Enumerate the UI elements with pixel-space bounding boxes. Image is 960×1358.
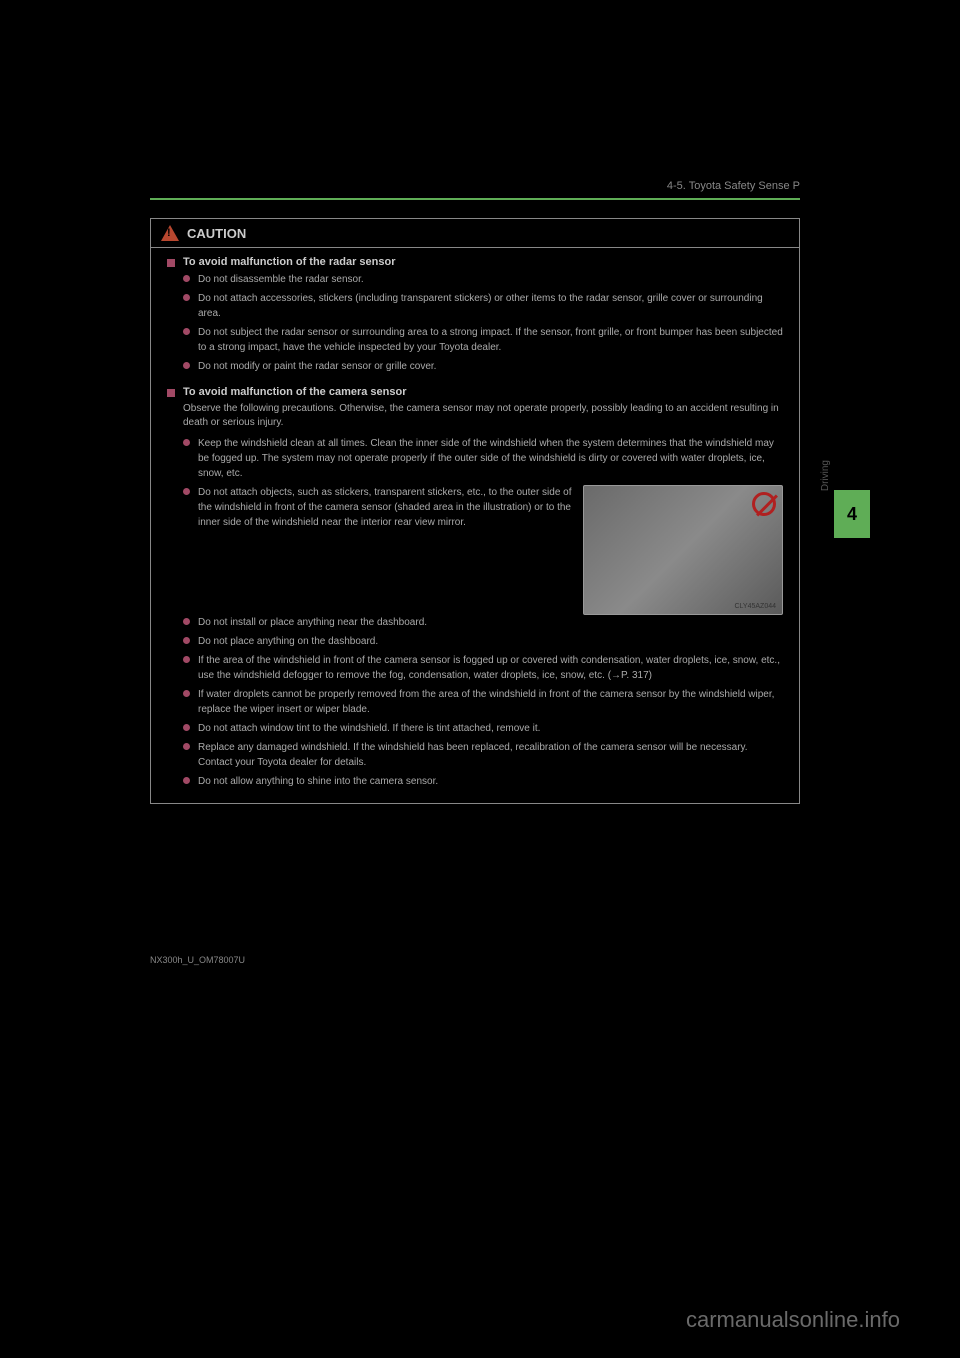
section-radar: To avoid malfunction of the radar sensor…: [151, 248, 799, 374]
dot-icon: [183, 294, 190, 301]
dot-icon: [183, 328, 190, 335]
chapter-tab: 4: [834, 490, 870, 538]
dot-icon: [183, 488, 190, 495]
bullet-text: If water droplets cannot be properly rem…: [198, 687, 783, 717]
bullet-item: If water droplets cannot be properly rem…: [183, 687, 783, 717]
bullet-text: Do not subject the radar sensor or surro…: [198, 325, 783, 355]
bullet-text: Do not attach window tint to the windshi…: [198, 721, 783, 736]
watermark: carmanualsonline.info: [686, 1307, 900, 1333]
section-header: To avoid malfunction of the radar sensor: [167, 256, 783, 268]
bullet-text: Keep the windshield clean at all times. …: [198, 436, 783, 481]
bullet-item: Do not attach objects, such as stickers,…: [183, 485, 573, 530]
dot-icon: [183, 777, 190, 784]
page-content: 231 4-5. Toyota Safety Sense P CAUTION T…: [150, 160, 800, 804]
square-bullet-icon: [167, 259, 175, 267]
dot-icon: [183, 362, 190, 369]
bullet-text: Do not attach objects, such as stickers,…: [198, 485, 573, 530]
warning-icon: [161, 225, 179, 241]
dot-icon: [183, 690, 190, 697]
bullet-text: Replace any damaged windshield. If the w…: [198, 740, 783, 770]
bullet-item: Do not allow anything to shine into the …: [183, 774, 783, 789]
bullet-item: Do not subject the radar sensor or surro…: [183, 325, 783, 355]
prohibition-icon: [752, 492, 776, 516]
bullet-with-image: Do not attach objects, such as stickers,…: [167, 485, 783, 615]
dot-icon: [183, 637, 190, 644]
sidebar-label: Driving: [820, 460, 831, 491]
bullet-text: Do not disassemble the radar sensor.: [198, 272, 783, 287]
bullet-item: Keep the windshield clean at all times. …: [183, 436, 783, 481]
dot-icon: [183, 724, 190, 731]
illustration-column: CLY45AZ044: [583, 485, 783, 615]
page-number: 231: [150, 174, 177, 192]
caution-header: CAUTION: [151, 219, 799, 248]
bullet-text: Do not place anything on the dashboard.: [198, 634, 783, 649]
bullet-item: Do not place anything on the dashboard.: [183, 634, 783, 649]
dot-icon: [183, 275, 190, 282]
windshield-illustration: CLY45AZ044: [583, 485, 783, 615]
bullet-item: Do not modify or paint the radar sensor …: [183, 359, 783, 374]
caution-title: CAUTION: [187, 226, 246, 241]
bullet-item: If the area of the windshield in front o…: [183, 653, 783, 683]
section-title: To avoid malfunction of the radar sensor: [183, 256, 396, 268]
bullet-item: Do not attach accessories, stickers (inc…: [183, 291, 783, 321]
bullet-text: Do not modify or paint the radar sensor …: [198, 359, 783, 374]
bullet-item: Do not install or place anything near th…: [183, 615, 783, 630]
footer-code: NX300h_U_OM78007U: [150, 955, 245, 965]
section-intro: Observe the following precautions. Other…: [183, 402, 783, 430]
caution-box: CAUTION To avoid malfunction of the rada…: [150, 218, 800, 804]
square-bullet-icon: [167, 389, 175, 397]
dot-icon: [183, 439, 190, 446]
bullet-item: Do not attach window tint to the windshi…: [183, 721, 783, 736]
breadcrumb: 4-5. Toyota Safety Sense P: [667, 180, 800, 192]
illustration-code: CLY45AZ044: [734, 603, 776, 610]
section-header: To avoid malfunction of the camera senso…: [167, 386, 783, 398]
dot-icon: [183, 618, 190, 625]
dot-icon: [183, 656, 190, 663]
section-camera: To avoid malfunction of the camera senso…: [151, 378, 799, 789]
bullet-text: Do not attach accessories, stickers (inc…: [198, 291, 783, 321]
bullet-item: Do not disassemble the radar sensor.: [183, 272, 783, 287]
bullet-text: Do not install or place anything near th…: [198, 615, 783, 630]
bullet-text: Do not allow anything to shine into the …: [198, 774, 783, 789]
page-header: 231 4-5. Toyota Safety Sense P: [150, 160, 800, 200]
bullet-item: Replace any damaged windshield. If the w…: [183, 740, 783, 770]
bullet-text: If the area of the windshield in front o…: [198, 653, 783, 683]
section-title: To avoid malfunction of the camera senso…: [183, 386, 407, 398]
dot-icon: [183, 743, 190, 750]
